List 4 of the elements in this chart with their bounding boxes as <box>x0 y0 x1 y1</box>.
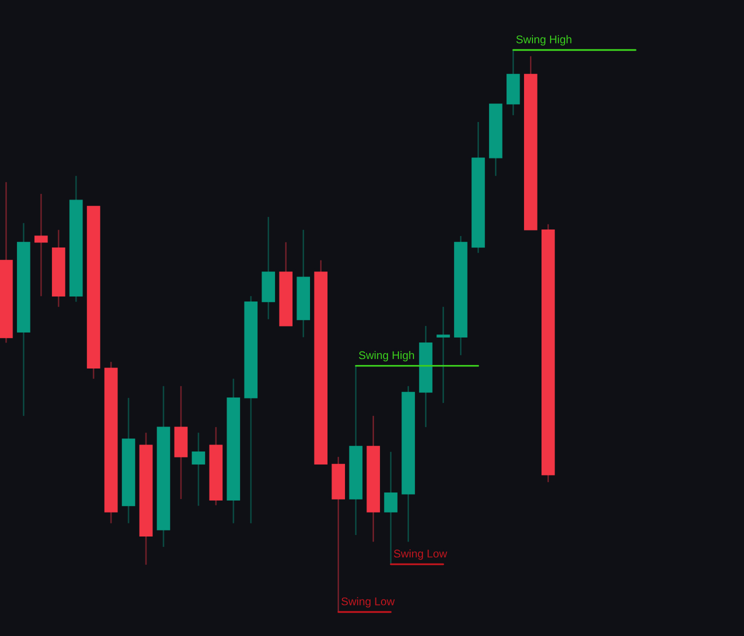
ref-line-label: Swing High <box>358 351 414 362</box>
ref-line-label: Swing Low <box>394 549 448 560</box>
ref-line-label: Swing Low <box>341 597 395 608</box>
ref-line-label: Swing High <box>516 35 572 46</box>
